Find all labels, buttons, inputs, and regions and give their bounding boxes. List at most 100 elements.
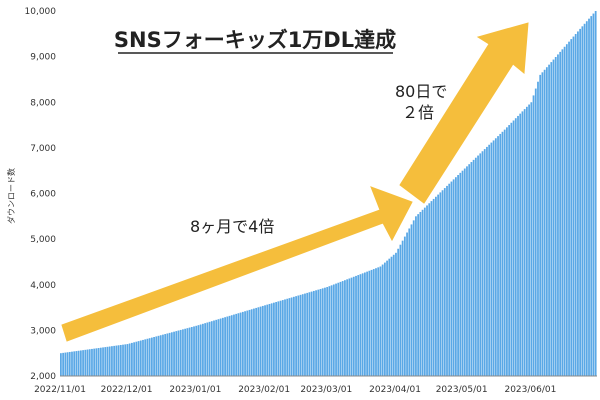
x-tick-label: 2023/04/01 [369,385,421,395]
bar [408,228,411,376]
bar [481,151,484,376]
bar [182,329,184,376]
bar [421,209,424,376]
bar [379,266,382,376]
bar [483,149,486,376]
bar [568,41,570,376]
bar [77,350,80,376]
bar [297,295,300,376]
bar [221,317,224,376]
bar [357,275,360,376]
bar [97,348,100,376]
bar [82,350,84,376]
bar [552,59,555,377]
bar [257,307,260,376]
bar [113,345,116,376]
bar [312,290,315,376]
bar [228,315,231,376]
bar [86,349,89,376]
bar [226,316,229,376]
chart-title: SNSフォーキッズ1万DL達成 [114,28,396,52]
bar [319,288,322,376]
bar [550,62,553,376]
bar [386,260,388,376]
bar [288,298,291,376]
bar [352,276,355,376]
bar [503,129,506,376]
bar [190,326,193,376]
bar [73,351,76,376]
bar [173,331,175,376]
bar [523,109,526,376]
bar [559,51,562,376]
bar [71,351,73,376]
bar [430,201,433,376]
bar [253,308,255,376]
x-tick-label: 2022/12/01 [101,385,153,395]
bar [293,296,295,376]
bar [195,325,198,376]
bar [157,335,160,376]
bar [62,352,64,376]
bar [557,54,559,376]
y-tick-label: 9,000 [30,53,56,63]
y-tick-label: 6,000 [30,190,56,200]
bar [111,346,113,376]
bar [213,320,215,376]
bar [525,106,528,376]
x-tick-label: 2023/06/01 [504,385,556,395]
bar [290,297,293,376]
bar [519,113,522,376]
bar [202,323,204,376]
bar [359,274,362,376]
bar [219,318,222,376]
bar [106,346,109,376]
bar [237,313,240,376]
bar [91,348,93,376]
bar [126,344,129,376]
bar [415,216,417,376]
bar [383,262,386,376]
bar [261,305,264,376]
bar [93,348,96,377]
growth-arrow-1 [61,186,413,342]
bar [432,198,435,376]
bar [277,301,280,376]
bar [64,352,67,376]
bar [514,118,517,376]
bar [326,287,329,376]
bar [168,332,171,376]
y-tick-label: 8,000 [30,98,56,108]
bar [565,44,568,377]
bar [264,305,266,376]
bar [588,18,590,376]
bar [117,345,120,376]
annotation-80-days-line1: 80日で [395,82,447,101]
bar [452,179,455,376]
bar [286,298,289,376]
bar [448,183,451,376]
annotation-8-months: 8ヶ月で4倍 [190,217,274,236]
bar [499,133,502,376]
bar [124,344,127,376]
bar [142,339,144,376]
bar [330,285,333,376]
x-tick-label: 2023/02/01 [238,385,290,395]
bar [517,115,519,376]
bar [441,190,444,376]
bar [461,170,464,376]
bar [119,344,122,376]
bar [115,345,118,376]
x-tick-label: 2023/03/01 [300,385,352,395]
x-tick-label: 2023/05/01 [436,385,488,395]
bar [304,293,306,376]
bar [268,303,271,376]
bar [355,275,357,376]
bar [128,343,131,376]
bar [412,220,415,376]
x-tick-label: 2022/11/01 [34,385,86,395]
bar [150,337,153,376]
bar [224,317,226,376]
bar [177,330,180,376]
bar [79,350,82,376]
